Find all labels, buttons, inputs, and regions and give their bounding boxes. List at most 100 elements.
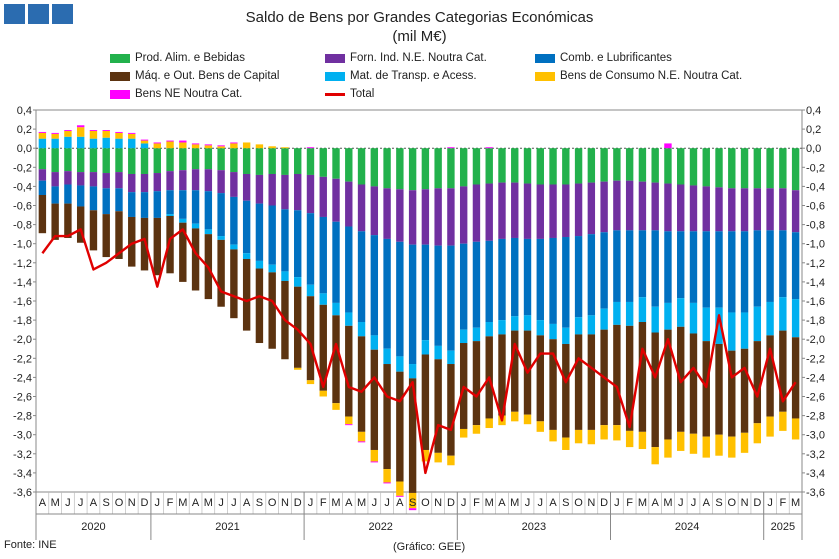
bar-segment (472, 241, 481, 328)
legend-item: Forn. Ind. N.E. Noutra Cat. (325, 52, 487, 64)
bar-segment (574, 236, 583, 318)
bar-segment (332, 315, 340, 404)
x-month-label: D (447, 497, 455, 509)
y-tick-label-left: -2,2 (13, 353, 32, 365)
bar-segment (408, 378, 417, 493)
bar-segment (625, 301, 634, 326)
bar-segment (562, 343, 570, 438)
x-month-label: A (243, 497, 251, 509)
x-year-label: 2025 (771, 521, 795, 533)
bar-segment (715, 307, 723, 344)
y-tick-label-right: -1,4 (806, 277, 825, 289)
bar-segment (766, 335, 774, 417)
bar-segment (76, 185, 85, 207)
bar-segment (191, 223, 200, 229)
bar-segment (702, 341, 710, 437)
bar-segment (447, 148, 455, 189)
bar-segment (625, 325, 634, 431)
x-month-label: S (256, 497, 263, 509)
bar-segment (421, 244, 430, 341)
bar-segment (766, 416, 774, 437)
bar-segment (153, 148, 161, 174)
y-tick-label-right: -2,0 (806, 334, 825, 346)
bar-segment (600, 308, 608, 330)
x-month-label: A (703, 497, 711, 509)
bar-segment (102, 188, 110, 215)
bar-segment (638, 230, 647, 298)
x-month-label: J (65, 497, 71, 509)
bar-segment (459, 186, 468, 244)
bar-segment (306, 148, 315, 175)
bar-segment (702, 186, 710, 232)
bar-segment (115, 188, 123, 212)
bar-segment (421, 189, 430, 245)
bar-segment (319, 293, 327, 305)
bar-segment (319, 304, 327, 391)
bar-segment (255, 268, 264, 344)
bar-segment (115, 138, 123, 149)
bar-segment (562, 437, 570, 450)
bar-segment (485, 147, 493, 149)
bar-segment (319, 216, 327, 294)
x-month-label: D (141, 497, 149, 509)
bar-segment (779, 330, 787, 412)
bar-segment (345, 325, 353, 417)
bar-segment (357, 336, 366, 432)
bar-segment (523, 148, 532, 184)
bar-segment (791, 190, 800, 233)
bar-segment (740, 231, 749, 313)
y-tick-label-left: 0,0 (17, 143, 32, 155)
bar-segment (128, 132, 136, 134)
bar-segment (153, 142, 161, 144)
x-month-label: J (691, 497, 697, 509)
legend-swatch (110, 89, 130, 99)
legend-item: Máq. e Out. Bens de Capital (110, 70, 279, 82)
bar-segment (740, 148, 749, 189)
bar-segment (38, 169, 47, 181)
bar-segment (766, 230, 774, 302)
legend-item: Bens NE Noutra Cat. (110, 88, 242, 100)
bar-segment (166, 214, 174, 217)
bar-segment (64, 130, 72, 132)
bar-segment (638, 322, 647, 432)
bar-segment (115, 211, 123, 259)
bar-segment (332, 403, 340, 410)
bar-segment (357, 441, 366, 443)
bar-segment (370, 461, 379, 463)
bar-segment (268, 146, 276, 149)
bar-segment (242, 258, 251, 331)
bar-segment (268, 205, 276, 265)
bar-segment (574, 183, 583, 237)
bar-segment (64, 148, 72, 172)
bar-segment (447, 188, 455, 246)
bar-segment (459, 148, 468, 187)
bar-segment (370, 186, 379, 236)
x-month-label: M (485, 497, 494, 509)
bar-segment (689, 148, 698, 186)
bar-segment (51, 138, 59, 149)
y-tick-label-right: 0,0 (806, 143, 821, 155)
x-month-label: M (357, 497, 366, 509)
bar-segment (166, 148, 174, 172)
x-month-label: N (281, 497, 289, 509)
bar-segment (779, 230, 787, 298)
bar-segment (485, 322, 493, 337)
x-month-label: J (678, 497, 684, 509)
x-month-label: M (331, 497, 340, 509)
bar-segment (230, 244, 238, 250)
bar-segment (791, 418, 800, 440)
bar-segment (281, 147, 289, 149)
bar-segment (562, 327, 570, 344)
bar-segment (179, 148, 187, 171)
bar-segment (153, 217, 161, 276)
bar-segment (332, 302, 340, 316)
bar-segment (677, 298, 685, 327)
bar-segment (191, 169, 200, 191)
bar-segment (255, 203, 264, 261)
bar-segment (523, 315, 532, 331)
bar-segment (166, 190, 174, 215)
bar-segment (38, 132, 47, 139)
bar-segment (549, 429, 557, 442)
bar-segment (447, 455, 455, 466)
bar-segment (459, 428, 468, 438)
